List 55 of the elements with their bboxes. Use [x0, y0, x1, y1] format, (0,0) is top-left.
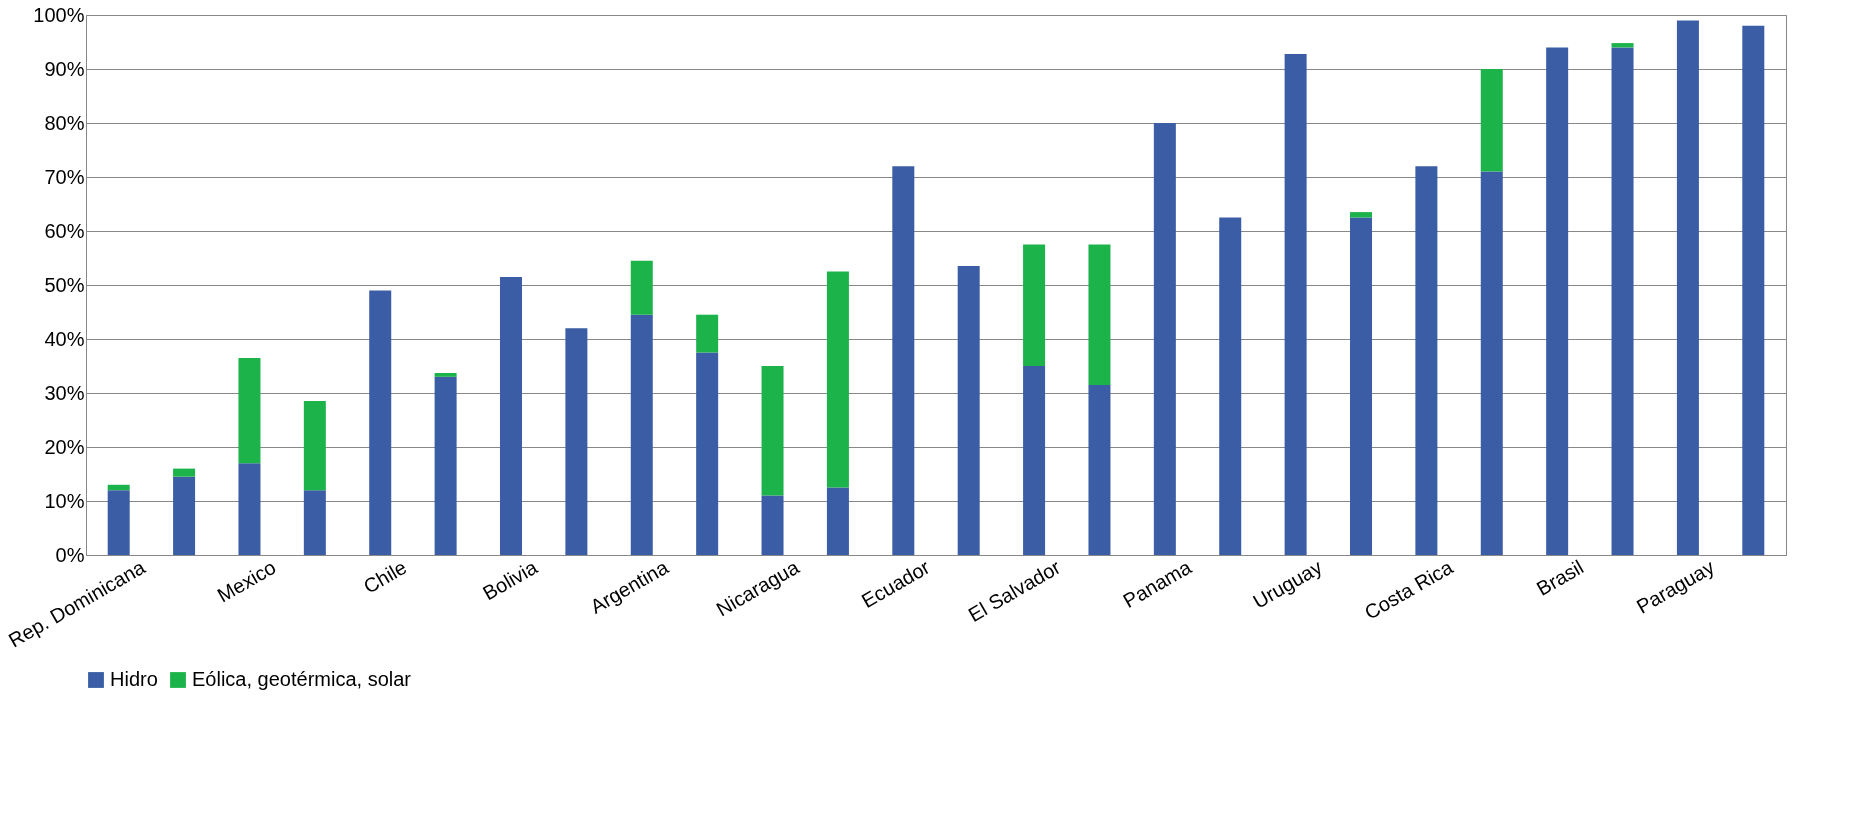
y-tick-label: 90% [44, 57, 85, 80]
y-tick-label: 20% [44, 435, 85, 458]
bar [1676, 20, 1699, 555]
bar [1480, 171, 1503, 555]
bar [696, 352, 719, 555]
x-tick-label: Chile [359, 555, 411, 598]
bar [1023, 244, 1046, 366]
bar [303, 401, 326, 491]
bar [1415, 166, 1438, 555]
bar [761, 366, 784, 496]
bar [630, 260, 653, 315]
bar [173, 476, 196, 555]
bar [1480, 69, 1503, 172]
x-tick-label: Costa Rica [1360, 555, 1458, 624]
y-tick-label: 80% [44, 111, 85, 134]
y-tick-label: 30% [44, 381, 85, 404]
bar [1284, 53, 1307, 555]
y-tick-label: 40% [44, 327, 85, 350]
y-tick-label: 0% [55, 543, 85, 566]
bar [173, 468, 196, 477]
bar [1219, 217, 1242, 555]
bar [957, 266, 980, 555]
bar [107, 484, 130, 491]
bar [565, 328, 588, 555]
y-tick-label: 10% [44, 489, 85, 512]
bar [1546, 47, 1569, 555]
bar [500, 276, 522, 555]
y-tick-label: 60% [44, 219, 85, 242]
bar [1350, 212, 1372, 218]
bar [238, 463, 261, 555]
bar [107, 490, 130, 555]
bar [1742, 25, 1765, 555]
bar [1350, 217, 1372, 555]
bar [303, 490, 326, 555]
bar [369, 290, 392, 555]
bar [1088, 384, 1111, 555]
bar [434, 376, 457, 555]
bar [826, 487, 849, 555]
bar [761, 495, 784, 555]
bar [434, 373, 457, 377]
bar [630, 314, 653, 555]
y-tick-label: 50% [44, 273, 85, 296]
bar [1611, 47, 1634, 555]
legend-label: Hidro [110, 668, 158, 690]
y-tick-label: 70% [44, 165, 85, 188]
bar [1088, 244, 1111, 385]
y-tick-label: 100% [33, 3, 85, 26]
bar [1023, 366, 1046, 555]
bar [238, 357, 261, 464]
bar [696, 314, 719, 353]
bar [1611, 43, 1634, 48]
bar [892, 166, 915, 555]
bar [826, 271, 849, 488]
bar [1153, 123, 1176, 555]
legend-label: Eólica, geotérmica, solar [192, 668, 412, 690]
